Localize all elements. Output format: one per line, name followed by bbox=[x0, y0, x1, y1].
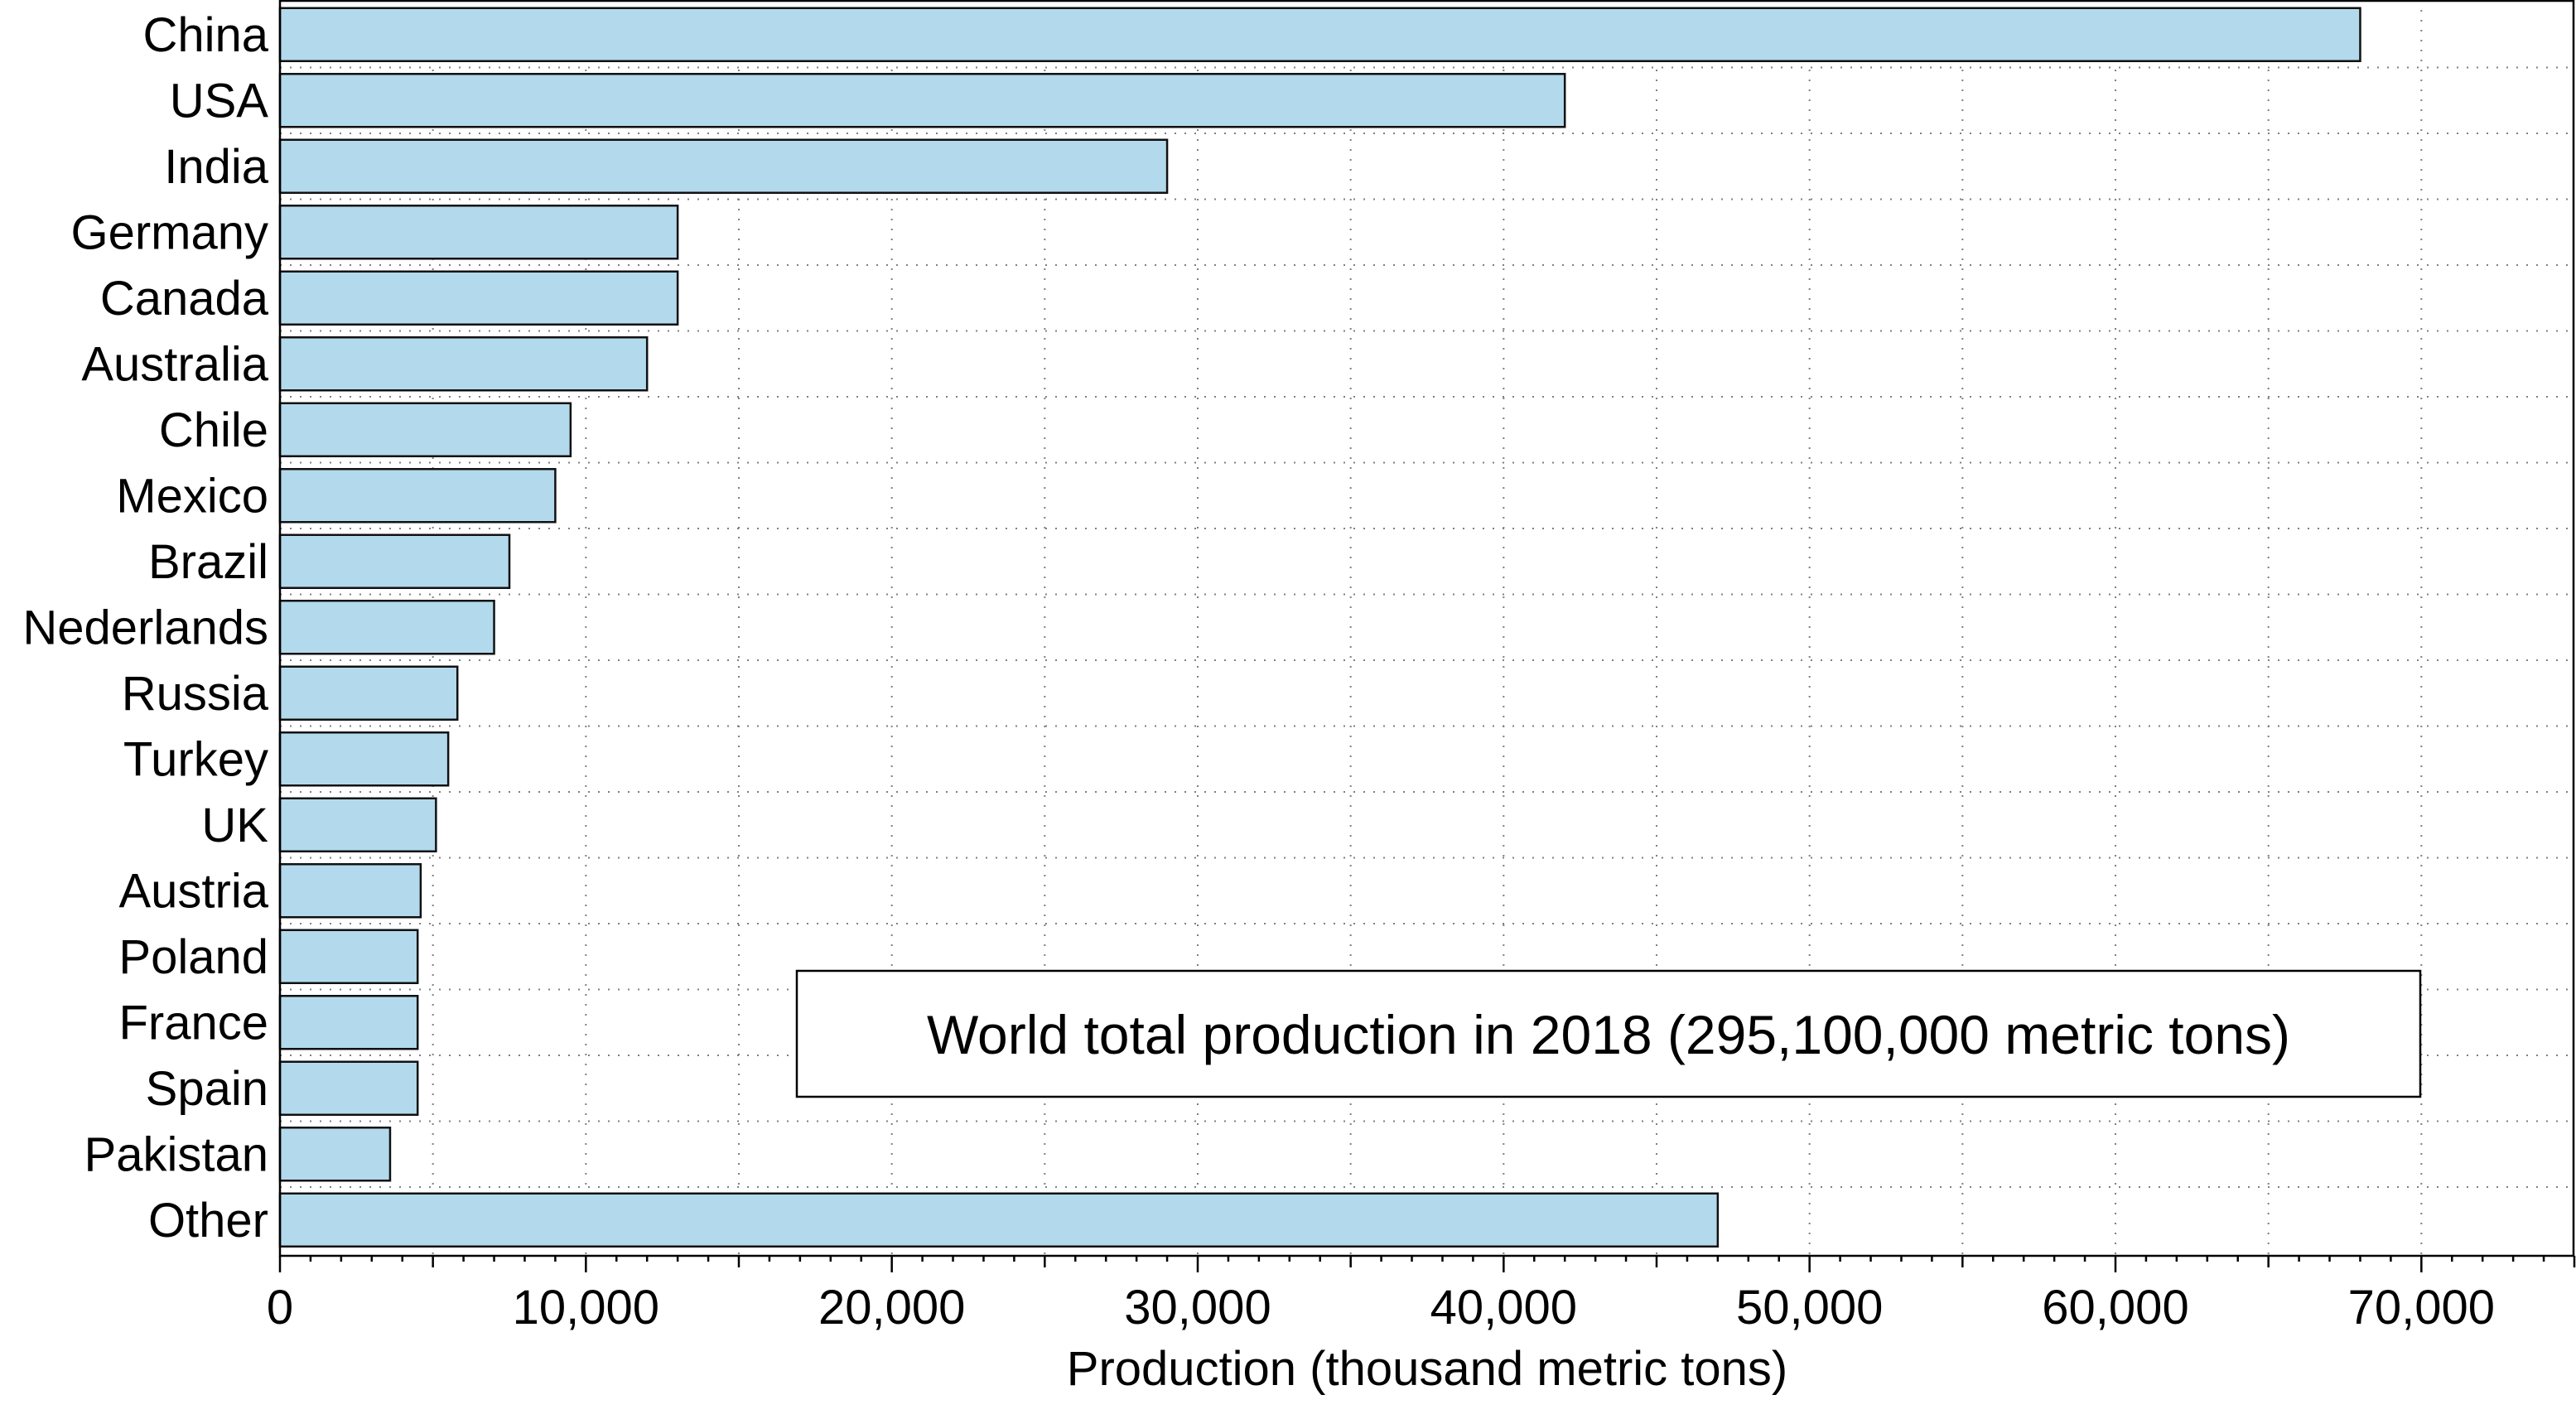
category-label: Austria bbox=[118, 864, 268, 918]
category-label: Russia bbox=[122, 667, 269, 721]
annotation-box: World total production in 2018 (295,100,… bbox=[795, 969, 2422, 1098]
bar-chile bbox=[278, 402, 572, 457]
bar-pakistan bbox=[278, 1127, 392, 1182]
x-axis-title: Production (thousand metric tons) bbox=[1067, 1342, 1787, 1396]
category-label: Mexico bbox=[116, 469, 268, 523]
category-label: Chile bbox=[159, 403, 268, 457]
bar-spain bbox=[278, 1060, 419, 1116]
grid bbox=[280, 0, 2574, 1256]
bar-other bbox=[278, 1192, 1720, 1248]
category-label: China bbox=[142, 8, 268, 62]
x-tick-label: 60,000 bbox=[2042, 1281, 2188, 1335]
bar-usa bbox=[278, 73, 1566, 128]
category-label: Australia bbox=[81, 337, 268, 391]
x-tick-label: 20,000 bbox=[818, 1281, 965, 1335]
bar-poland bbox=[278, 929, 419, 984]
category-label: France bbox=[118, 996, 268, 1050]
bar-turkey bbox=[278, 731, 450, 787]
annotation-frame bbox=[795, 969, 2422, 1098]
x-tick-label: 10,000 bbox=[513, 1281, 659, 1335]
bar-australia bbox=[278, 336, 649, 392]
bar-uk bbox=[278, 797, 437, 852]
bar-china bbox=[278, 7, 2361, 62]
category-label: UK bbox=[201, 799, 268, 852]
category-label: USA bbox=[170, 74, 269, 128]
bar-france bbox=[278, 995, 419, 1050]
category-label: Canada bbox=[100, 272, 269, 326]
bar-mexico bbox=[278, 468, 557, 524]
x-tick-label: 50,000 bbox=[1736, 1281, 1883, 1335]
annotation-text: World total production in 2018 (295,100,… bbox=[927, 1004, 2290, 1065]
x-tick-label: 30,000 bbox=[1124, 1281, 1271, 1335]
x-tick-label: 70,000 bbox=[2348, 1281, 2495, 1335]
bar-brazil bbox=[278, 533, 511, 589]
bar-canada bbox=[278, 270, 679, 326]
category-label: Poland bbox=[118, 930, 268, 984]
plot-frame bbox=[278, 0, 2575, 1257]
bar-nederlands bbox=[278, 600, 495, 655]
x-axis-ticks bbox=[278, 1256, 2576, 1272]
bar-russia bbox=[278, 665, 459, 721]
category-label: Spain bbox=[146, 1062, 268, 1116]
category-label: Turkey bbox=[123, 732, 268, 786]
category-label: India bbox=[164, 140, 269, 194]
category-label: Pakistan bbox=[84, 1127, 268, 1181]
x-tick-label: 0 bbox=[267, 1281, 293, 1335]
category-labels: China USA India Germany Canada Australia Chile… bbox=[22, 8, 268, 1248]
bar-germany bbox=[278, 205, 679, 260]
bar-india bbox=[278, 138, 1169, 194]
category-label: Other bbox=[148, 1194, 268, 1248]
category-label: Nederlands bbox=[22, 601, 268, 654]
category-label: Germany bbox=[70, 205, 268, 259]
x-tick-labels: 0 10,000 20,000 30,000 40,000 50,000 60,000 70,… bbox=[267, 1281, 2495, 1335]
bar-austria bbox=[278, 863, 422, 919]
category-label: Brazil bbox=[148, 535, 268, 589]
x-tick-label: 40,000 bbox=[1430, 1281, 1577, 1335]
